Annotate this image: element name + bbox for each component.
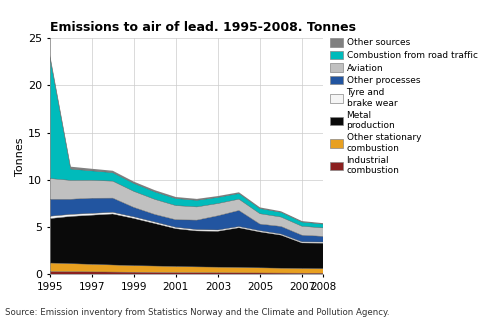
Legend: Other sources, Combustion from road traffic, Aviation, Other processes, Tyre and: Other sources, Combustion from road traf… bbox=[331, 38, 478, 175]
Text: Emissions to air of lead. 1995-2008. Tonnes: Emissions to air of lead. 1995-2008. Ton… bbox=[50, 21, 356, 34]
Text: Source: Emission inventory from Statistics Norway and the Climate and Pollution : Source: Emission inventory from Statisti… bbox=[5, 308, 390, 317]
Y-axis label: Tonnes: Tonnes bbox=[15, 137, 25, 175]
